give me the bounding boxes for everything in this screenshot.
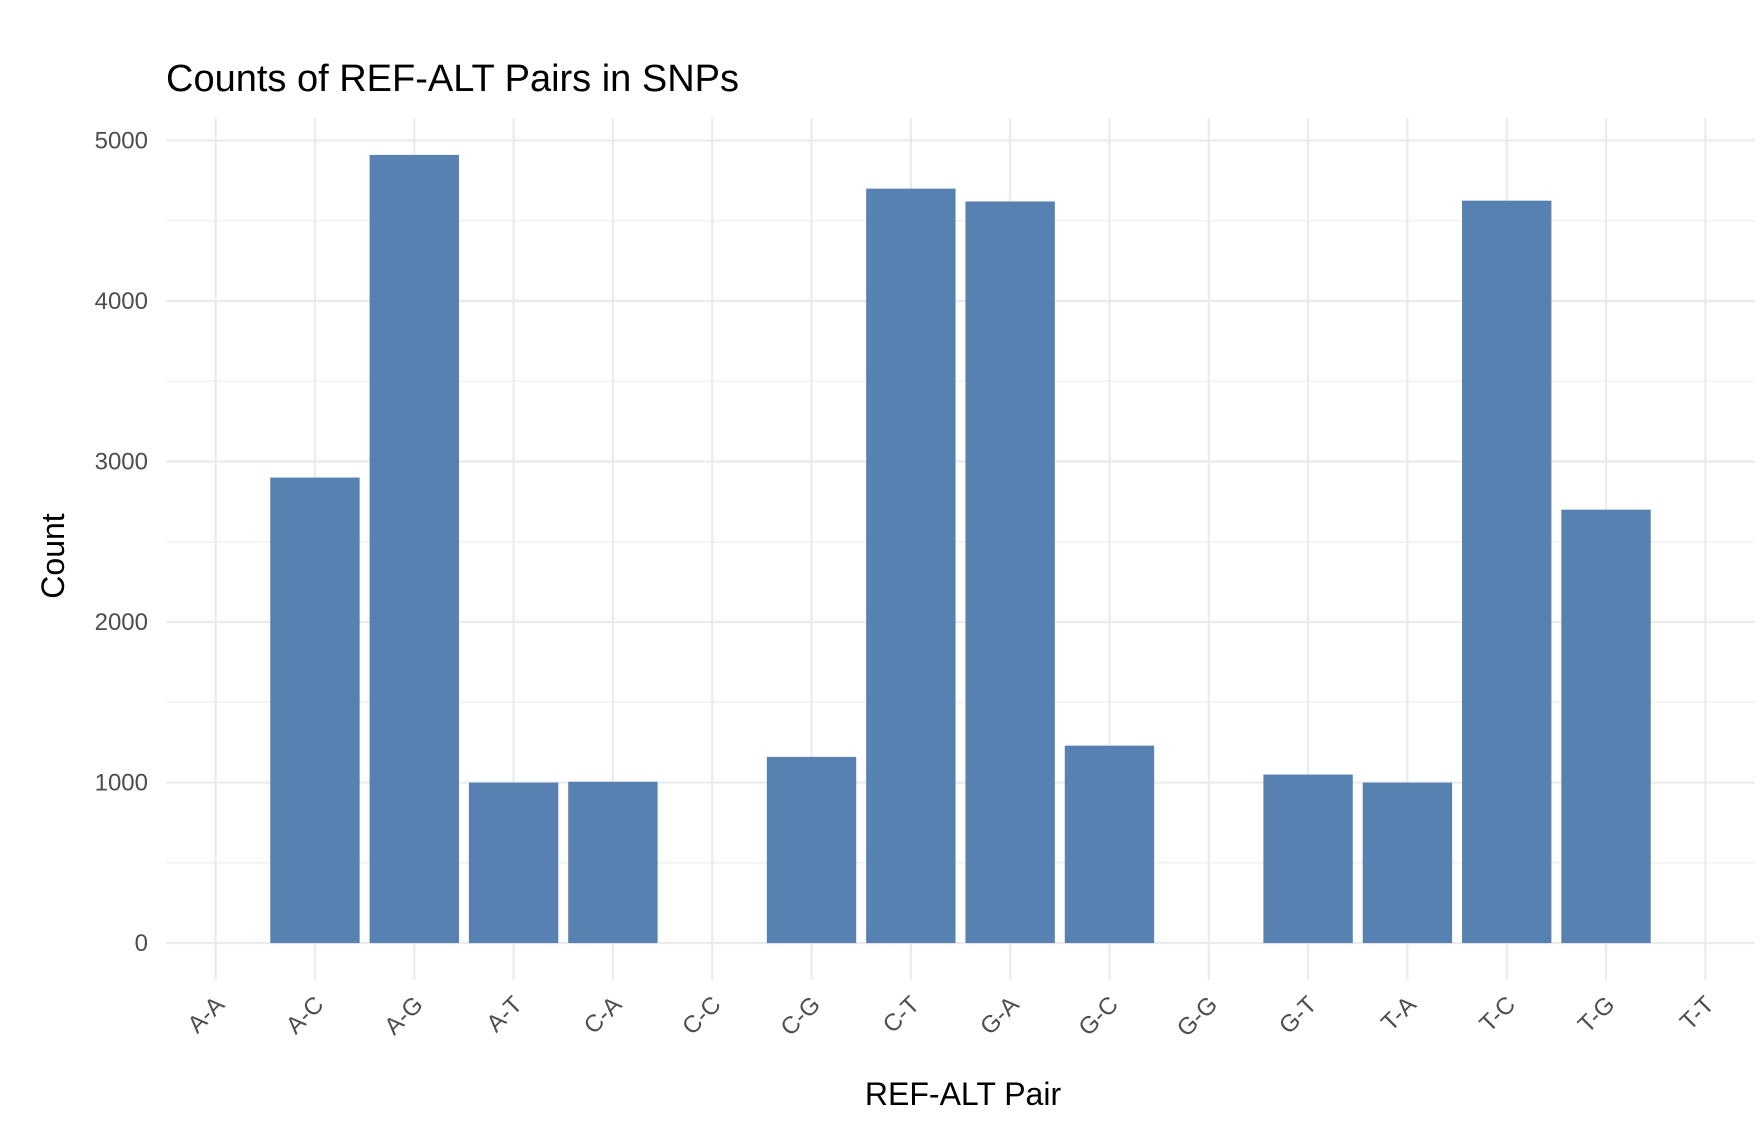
x-tick-label: G-A <box>975 991 1024 1040</box>
bar-g-t <box>1263 774 1353 944</box>
y-tick-label: 5000 <box>95 127 148 154</box>
x-tick-label: T-C <box>1475 991 1521 1037</box>
x-tick-label: C-T <box>878 991 926 1039</box>
x-tick-label: C-G <box>776 991 826 1041</box>
bar-a-c <box>270 477 360 944</box>
bar-c-g <box>766 756 857 944</box>
y-tick-label: 1000 <box>95 770 148 797</box>
bar-t-a <box>1362 782 1453 944</box>
x-axis-ticks: A-A A-C A-G A-T C-A C-C C-G C-T G-A G-C G-G G-T T-A T… <box>183 991 1720 1042</box>
x-tick-label: C-A <box>579 991 627 1039</box>
y-tick-label: 0 <box>135 930 148 957</box>
x-tick-label: T-G <box>1573 991 1620 1038</box>
x-axis-title: REF-ALT Pair <box>865 1076 1062 1112</box>
bar-c-t <box>866 188 956 944</box>
bar-t-g <box>1561 509 1651 944</box>
y-tick-label: 2000 <box>95 609 148 636</box>
y-axis-title: Count <box>35 513 71 599</box>
x-tick-label: G-T <box>1274 991 1323 1040</box>
x-tick-label: T-A <box>1376 991 1421 1036</box>
bars <box>270 154 1651 944</box>
x-tick-label: G-G <box>1172 991 1223 1042</box>
x-tick-label: G-C <box>1074 991 1124 1041</box>
bar-t-c <box>1462 200 1552 944</box>
bar-g-a <box>965 201 1055 944</box>
bar-g-c <box>1064 745 1155 944</box>
x-tick-label: T-T <box>1675 991 1720 1036</box>
bar-a-g <box>369 154 459 944</box>
x-tick-label: A-C <box>281 991 329 1039</box>
bar-c-a <box>568 781 658 944</box>
bar-a-t <box>468 782 559 944</box>
x-tick-label: A-G <box>379 991 428 1040</box>
x-tick-label: C-C <box>677 991 726 1040</box>
x-tick-label: A-T <box>481 991 528 1038</box>
y-axis-ticks: 0 1000 2000 3000 4000 5000 <box>95 127 148 957</box>
y-tick-label: 3000 <box>95 449 148 476</box>
x-tick-label: A-A <box>183 991 230 1038</box>
y-tick-label: 4000 <box>95 288 148 315</box>
chart-title: Counts of REF-ALT Pairs in SNPs <box>166 58 739 100</box>
